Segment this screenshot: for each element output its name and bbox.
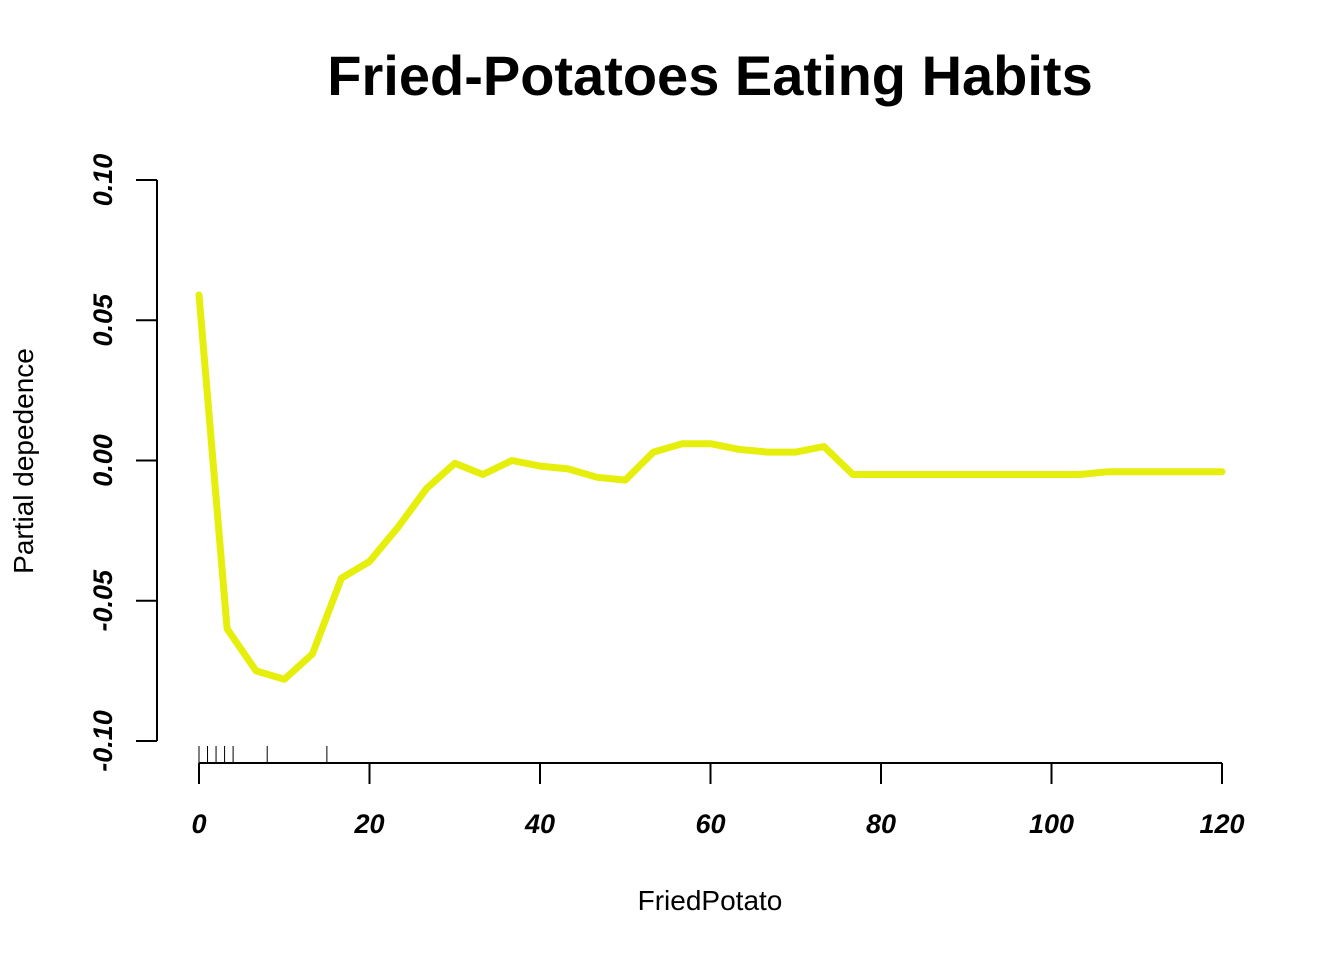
x-tick-label: 60	[695, 809, 725, 839]
x-axis-title: FriedPotato	[638, 885, 783, 916]
x-tick-label: 0	[191, 809, 206, 839]
y-tick-label: -0.05	[88, 569, 118, 632]
rug-marks	[198, 746, 328, 763]
y-tick-label: 0.00	[88, 434, 118, 487]
y-tick-label: 0.10	[88, 154, 118, 207]
x-tick-label: 40	[524, 809, 555, 839]
y-tick-label: -0.10	[88, 710, 118, 772]
x-tick-label: 20	[353, 809, 384, 839]
y-axis: -0.10 -0.05 0.00 0.05 0.10	[88, 154, 158, 772]
x-axis: 0 20 40 60 80 100 120	[191, 762, 1245, 839]
x-tick-label: 80	[866, 809, 896, 839]
x-tick-label: 100	[1029, 809, 1074, 839]
series-line	[195, 291, 1226, 683]
chart-title: Fried-Potatoes Eating Habits	[327, 44, 1092, 107]
y-tick-label: 0.05	[88, 293, 118, 347]
x-tick-label: 120	[1199, 809, 1244, 839]
y-axis-title: Partial depedence	[8, 348, 39, 574]
plot-area	[195, 291, 1226, 683]
